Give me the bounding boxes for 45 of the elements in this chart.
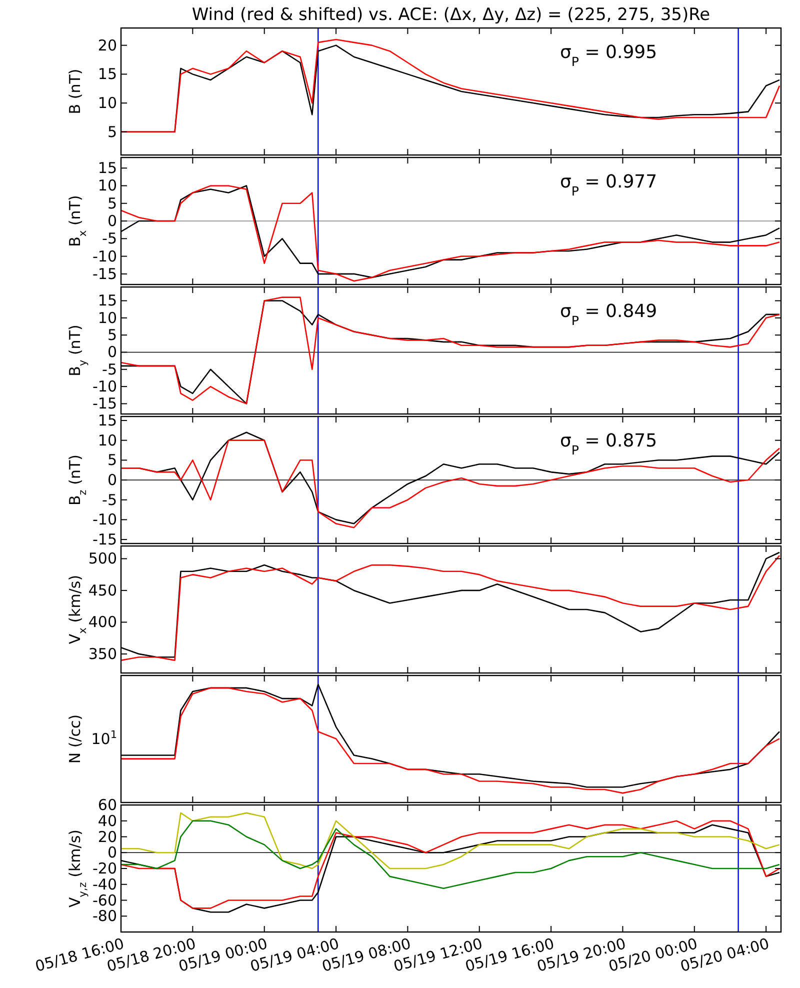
y-tick-label: 5 (107, 194, 117, 212)
y-tick-label: 0 (107, 844, 117, 862)
y-tick-label: -20 (92, 860, 117, 878)
y-tick-label: 10 (98, 431, 117, 450)
y-tick-label: 0 (107, 471, 117, 489)
text: 10$^{1}$ (91, 729, 117, 748)
y-tick-label: 60 (98, 796, 117, 814)
y-tick-label: -15 (92, 264, 117, 283)
y-tick-label: -15 (92, 530, 117, 549)
y-tick-label: 15 (98, 292, 117, 310)
y-tick-label: -15 (92, 394, 117, 413)
y-tick-label: 5 (107, 326, 117, 344)
annotation: σ$_{P}$ = 0.977 (560, 172, 658, 198)
y-tick-label: 20 (98, 36, 117, 54)
y-axis-title: N (/cc) (66, 714, 84, 764)
y-tick-label: 5 (107, 122, 117, 141)
annotation: σ$_{P}$ = 0.849 (560, 301, 658, 328)
y-tick-label: 10 (98, 176, 117, 195)
y-tick-label: 15 (98, 65, 117, 84)
y-tick-label: 10 (98, 94, 117, 112)
y-tick-label: 350 (88, 644, 117, 663)
annotation: σ$_{P}$ = 0.875 (560, 430, 658, 457)
y-tick-label: 10 (98, 308, 117, 327)
y-tick-label: 20 (98, 828, 117, 846)
y-tick-label: 400 (88, 613, 117, 632)
annotation: σ$_{P}$ = 0.995 (560, 42, 658, 68)
y-tick-label: 40 (98, 812, 117, 830)
y-tick-label: 15 (98, 411, 117, 430)
y-tick-label: 15 (98, 159, 117, 178)
y-tick-label: -10 (92, 247, 117, 266)
y-tick-label: -5 (102, 230, 117, 248)
y-tick-label: -5 (102, 490, 117, 509)
chart-title: Wind (red & shifted) vs. ACE: (Δx, Δy, Δz) = (225, 275, 35)Re (192, 5, 710, 25)
y-axis-title: B (nT) (66, 68, 84, 114)
y-tick-label: -60 (92, 891, 117, 910)
y-tick-label: -5 (102, 360, 117, 378)
y-tick-label: 450 (88, 581, 117, 600)
y-tick-label: -10 (92, 510, 117, 529)
y-tick-label: -80 (92, 907, 117, 926)
y-tick-label: 500 (88, 550, 117, 568)
y-tick-label: -40 (92, 875, 117, 894)
y-tick-label: 0 (107, 212, 117, 230)
y-tick-label: 0 (107, 343, 117, 362)
y-tick-label: -10 (92, 378, 117, 396)
y-tick-label: 5 (107, 451, 117, 470)
